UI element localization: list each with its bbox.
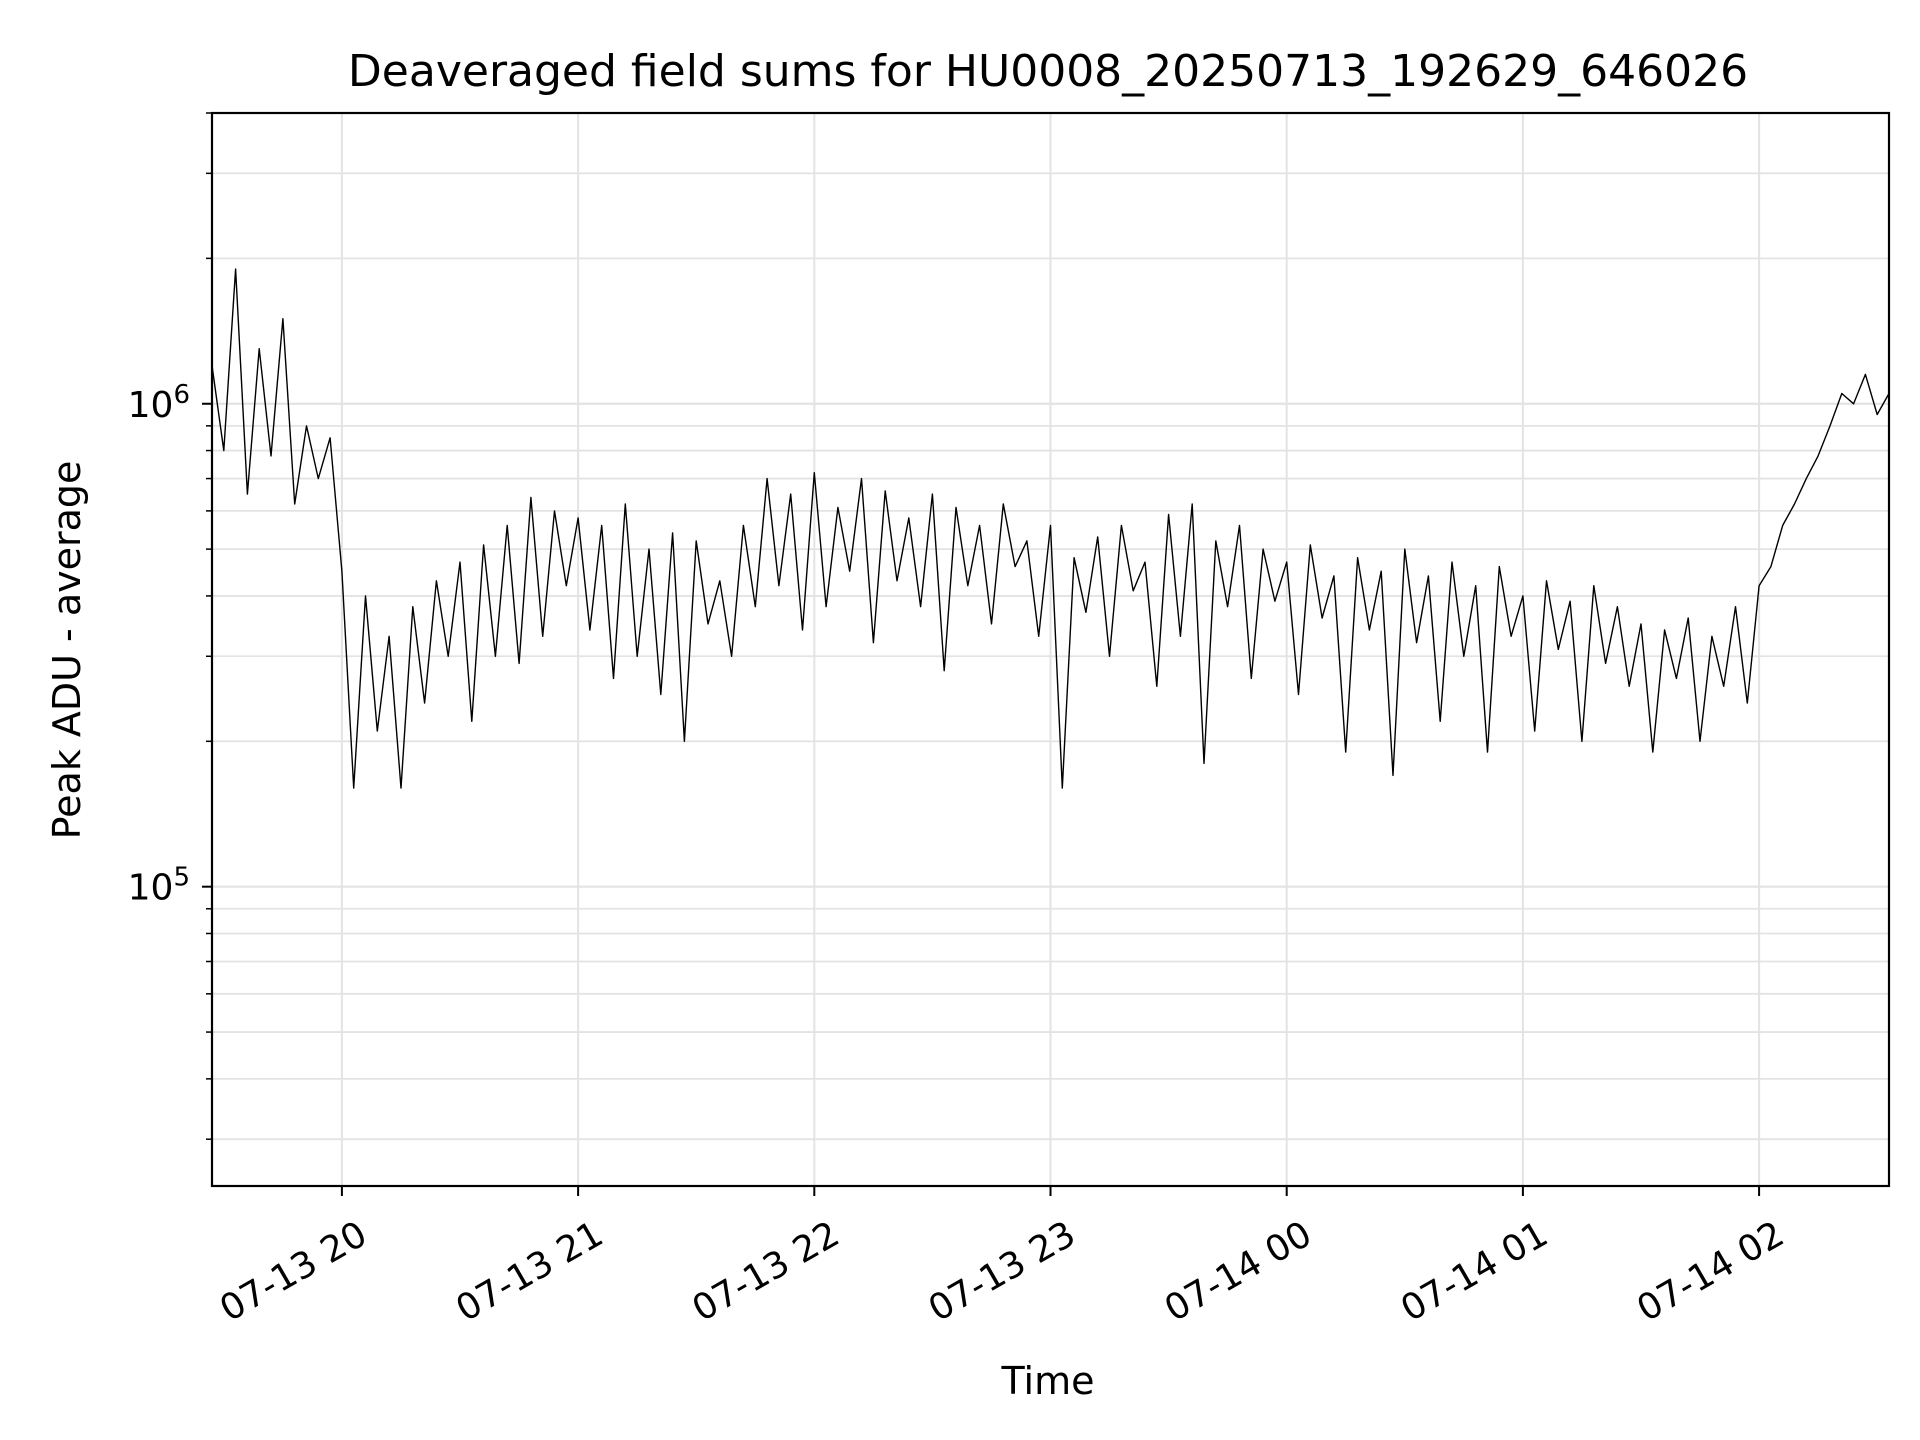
chart-title: Deaveraged field sums for HU0008_2025071… (348, 46, 1748, 97)
y-tick-label: 105 (128, 863, 190, 909)
plot-area (211, 268, 1890, 789)
y-tick-label: 106 (128, 380, 190, 426)
y-axis: 105 106 (128, 112, 212, 1140)
y-axis-label: Peak ADU - average (45, 461, 89, 840)
series-line (211, 268, 1890, 789)
grid (212, 112, 1889, 1186)
x-axis-label: Time (1001, 1359, 1095, 1403)
